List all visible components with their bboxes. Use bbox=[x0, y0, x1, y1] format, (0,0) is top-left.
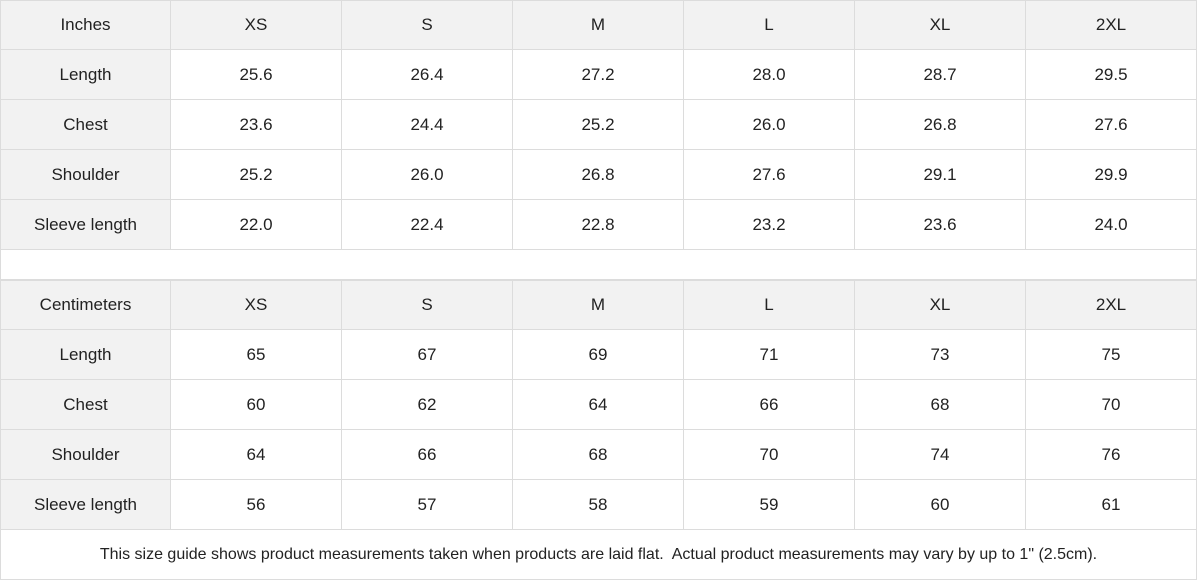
header-cell: L bbox=[684, 0, 855, 50]
row-label: Shoulder bbox=[0, 430, 171, 480]
measurement-cell: 22.4 bbox=[342, 200, 513, 250]
measurement-cell: 65 bbox=[171, 330, 342, 380]
measurement-cell: 69 bbox=[513, 330, 684, 380]
header-cell: M bbox=[513, 0, 684, 50]
row-label: Sleeve length bbox=[0, 200, 171, 250]
measurement-cell: 29.9 bbox=[1026, 150, 1197, 200]
measurement-cell: 61 bbox=[1026, 480, 1197, 530]
header-cell: Centimeters bbox=[0, 280, 171, 330]
header-cell: XS bbox=[171, 0, 342, 50]
header-cell: S bbox=[342, 0, 513, 50]
header-cell: XL bbox=[855, 0, 1026, 50]
measurement-cell: 26.8 bbox=[513, 150, 684, 200]
header-cell: L bbox=[684, 280, 855, 330]
measurement-cell: 68 bbox=[855, 380, 1026, 430]
note: This size guide shows product measuremen… bbox=[0, 530, 1197, 580]
measurement-cell: 58 bbox=[513, 480, 684, 530]
measurement-cell: 27.2 bbox=[513, 50, 684, 100]
row-label: Chest bbox=[0, 100, 171, 150]
measurement-cell: 74 bbox=[855, 430, 1026, 480]
measurement-cell: 66 bbox=[342, 430, 513, 480]
header-cell: 2XL bbox=[1026, 280, 1197, 330]
measurement-cell: 60 bbox=[855, 480, 1026, 530]
header-cell: Inches bbox=[0, 0, 171, 50]
measurement-cell: 67 bbox=[342, 330, 513, 380]
header-cell: S bbox=[342, 280, 513, 330]
measurement-cell: 75 bbox=[1026, 330, 1197, 380]
measurement-cell: 25.2 bbox=[513, 100, 684, 150]
measurement-cell: 29.5 bbox=[1026, 50, 1197, 100]
measurement-cell: 56 bbox=[171, 480, 342, 530]
measurement-cell: 26.0 bbox=[684, 100, 855, 150]
measurement-cell: 64 bbox=[513, 380, 684, 430]
measurement-cell: 24.4 bbox=[342, 100, 513, 150]
row-label: Shoulder bbox=[0, 150, 171, 200]
row-label: Length bbox=[0, 50, 171, 100]
spacer bbox=[0, 250, 1197, 280]
measurement-cell: 59 bbox=[684, 480, 855, 530]
measurement-cell: 27.6 bbox=[1026, 100, 1197, 150]
measurement-cell: 64 bbox=[171, 430, 342, 480]
measurement-cell: 28.0 bbox=[684, 50, 855, 100]
header-cell: M bbox=[513, 280, 684, 330]
measurement-cell: 22.8 bbox=[513, 200, 684, 250]
measurement-cell: 23.6 bbox=[855, 200, 1026, 250]
measurement-cell: 26.0 bbox=[342, 150, 513, 200]
measurement-cell: 23.6 bbox=[171, 100, 342, 150]
measurement-cell: 73 bbox=[855, 330, 1026, 380]
measurement-cell: 23.2 bbox=[684, 200, 855, 250]
measurement-cell: 60 bbox=[171, 380, 342, 430]
row-label: Chest bbox=[0, 380, 171, 430]
measurement-cell: 66 bbox=[684, 380, 855, 430]
measurement-cell: 71 bbox=[684, 330, 855, 380]
measurement-cell: 76 bbox=[1026, 430, 1197, 480]
measurement-cell: 68 bbox=[513, 430, 684, 480]
measurement-cell: 22.0 bbox=[171, 200, 342, 250]
header-cell: XS bbox=[171, 280, 342, 330]
measurement-cell: 57 bbox=[342, 480, 513, 530]
measurement-cell: 62 bbox=[342, 380, 513, 430]
header-cell: XL bbox=[855, 280, 1026, 330]
measurement-cell: 25.6 bbox=[171, 50, 342, 100]
measurement-cell: 26.4 bbox=[342, 50, 513, 100]
header-cell: 2XL bbox=[1026, 0, 1197, 50]
measurement-cell: 70 bbox=[684, 430, 855, 480]
measurement-cell: 29.1 bbox=[855, 150, 1026, 200]
measurement-cell: 28.7 bbox=[855, 50, 1026, 100]
measurement-cell: 70 bbox=[1026, 380, 1197, 430]
measurement-cell: 25.2 bbox=[171, 150, 342, 200]
row-label: Sleeve length bbox=[0, 480, 171, 530]
measurement-cell: 24.0 bbox=[1026, 200, 1197, 250]
measurement-cell: 27.6 bbox=[684, 150, 855, 200]
measurement-cell: 26.8 bbox=[855, 100, 1026, 150]
row-label: Length bbox=[0, 330, 171, 380]
